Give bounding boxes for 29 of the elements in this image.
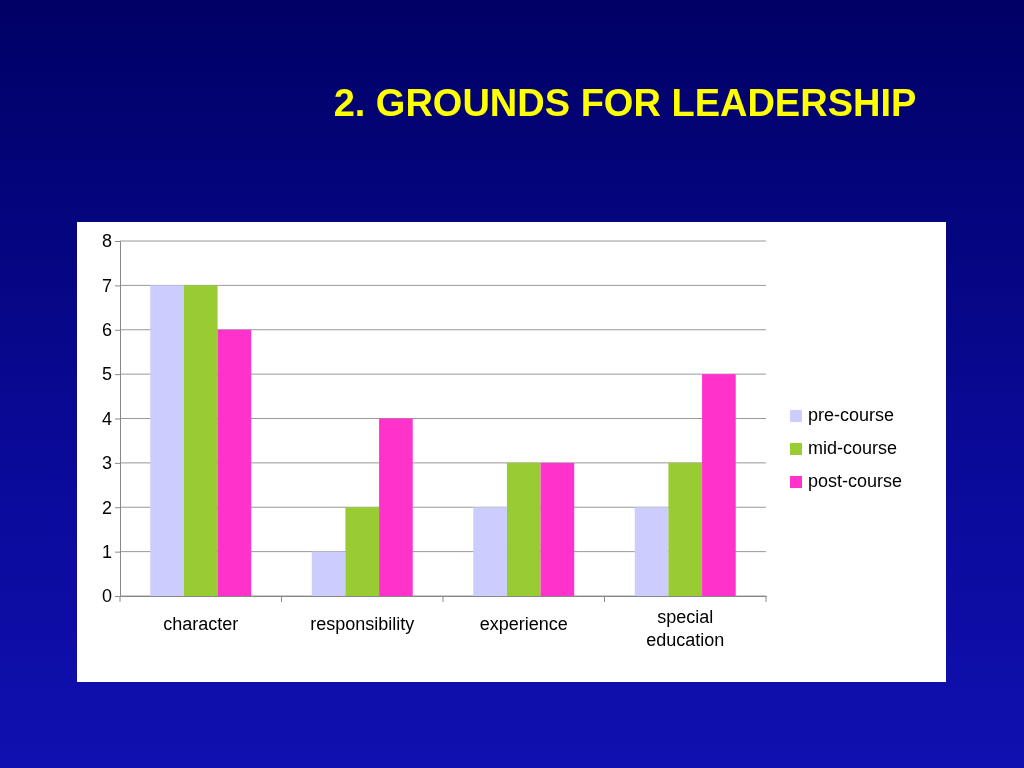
bar bbox=[379, 418, 413, 596]
bar bbox=[217, 329, 252, 596]
legend-label: mid-course bbox=[808, 438, 898, 458]
y-tick-label: 1 bbox=[101, 541, 112, 562]
bar bbox=[311, 551, 346, 596]
y-tick-label: 3 bbox=[101, 453, 112, 474]
legend-label: post-course bbox=[808, 471, 903, 491]
legend-label: pre-course bbox=[808, 405, 895, 425]
y-tick-label: 2 bbox=[101, 497, 112, 518]
bar bbox=[183, 285, 218, 596]
bar bbox=[668, 462, 703, 596]
y-tick-label: 5 bbox=[101, 364, 112, 385]
x-tick-label: special education bbox=[646, 606, 725, 650]
x-tick-label: character bbox=[163, 613, 239, 634]
bar bbox=[473, 507, 507, 596]
x-tick-label: responsibility bbox=[310, 613, 415, 634]
bar bbox=[540, 462, 575, 596]
bar bbox=[702, 374, 736, 596]
y-tick-label: 6 bbox=[101, 320, 112, 341]
chart-title: 2. GROUNDS FOR LEADERSHIP bbox=[333, 82, 917, 124]
y-tick-label: 7 bbox=[101, 275, 112, 296]
bar bbox=[345, 507, 380, 596]
y-tick-label: 0 bbox=[101, 586, 112, 607]
bar bbox=[634, 507, 669, 596]
y-tick-label: 8 bbox=[101, 231, 112, 252]
bar bbox=[150, 285, 184, 596]
bar bbox=[506, 462, 541, 596]
y-tick-label: 4 bbox=[101, 408, 112, 429]
x-tick-label: experience bbox=[479, 613, 568, 634]
